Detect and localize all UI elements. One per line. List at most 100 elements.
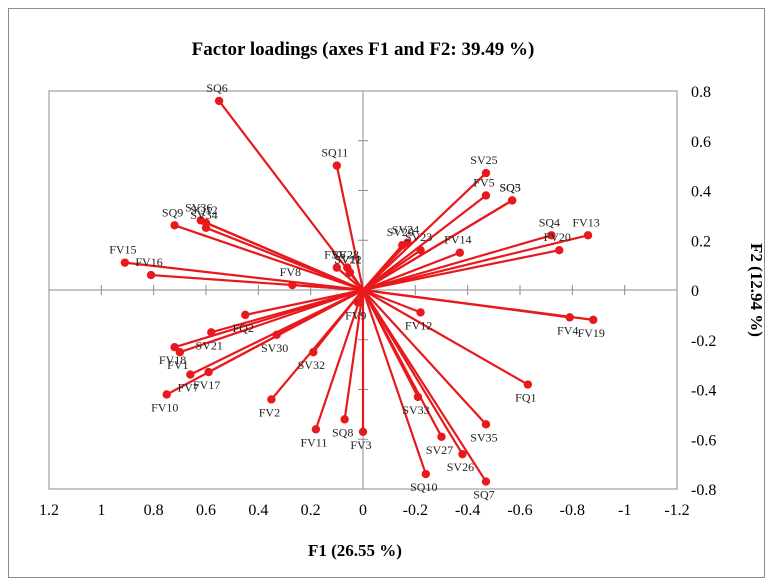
point-label-sv33: SV33 — [402, 403, 429, 417]
loading-vector-fv2 — [270, 289, 364, 401]
x-tick-label: 0.6 — [196, 502, 216, 519]
loading-point-fv10 — [162, 390, 171, 399]
loading-vector-sq11 — [335, 165, 365, 291]
point-label-sv34: SV34 — [190, 208, 217, 222]
loading-point-sq11 — [332, 161, 342, 170]
loading-point-fv5 — [481, 191, 491, 200]
point-label-sq3: SQ3 — [499, 180, 520, 194]
loading-vector-sq9 — [174, 224, 364, 292]
point-label-fv8: FV8 — [280, 265, 301, 279]
loading-vector-fv8 — [292, 283, 364, 292]
x-tick-label: 0.4 — [248, 502, 268, 519]
loading-vector-fv15 — [124, 261, 364, 292]
point-label-sq11: SQ11 — [321, 146, 348, 160]
loading-point-sv30 — [272, 330, 281, 339]
point-label-fv10: FV10 — [151, 400, 178, 414]
x-tick-label: 1 — [97, 502, 105, 519]
chart-frame: Factor loadings (axes F1 and F2: 39.49 %… — [8, 8, 766, 578]
loading-point-fv19 — [589, 315, 598, 325]
loading-point-sv29 — [398, 241, 407, 250]
y-tick-label: 0.4 — [691, 184, 711, 201]
y-axis-title: F2 (12.94 %) — [747, 243, 766, 337]
x-tick-label: -0.2 — [403, 502, 428, 519]
y-tick-label: -0.6 — [691, 432, 716, 449]
loading-vector-fv10 — [166, 289, 364, 396]
point-label-sv29: SV29 — [387, 225, 414, 239]
loading-point-fv13 — [583, 231, 593, 240]
point-label-fv7: FV7 — [178, 381, 199, 395]
point-label-fv12: FV12 — [405, 318, 432, 332]
loading-point-fv20 — [555, 246, 564, 255]
point-label-sv32: SV32 — [298, 358, 325, 372]
point-label-sq5: SQ5 — [499, 180, 520, 194]
loading-vector-fv12 — [362, 288, 421, 314]
loading-vector-fv6 — [336, 266, 364, 291]
point-label-sv28: SV28 — [332, 248, 359, 262]
point-label-sv24: SV24 — [392, 223, 419, 237]
loading-point-sq10 — [421, 469, 430, 479]
point-label-fv2: FV2 — [259, 405, 280, 419]
loading-vector-sv35 — [362, 289, 487, 426]
loading-point-fq1 — [523, 380, 533, 389]
y-tick-label: 0.6 — [691, 134, 711, 151]
point-label-sq9: SQ9 — [162, 205, 183, 219]
point-label-fv20: FV20 — [544, 230, 571, 244]
point-label-fv15: FV15 — [109, 243, 136, 257]
point-label-sv25: SV25 — [470, 153, 497, 167]
point-label-sv27: SV27 — [426, 443, 453, 457]
loading-point-fv2 — [267, 395, 276, 404]
point-label-fv5: FV5 — [473, 175, 494, 189]
loading-point-sv22 — [345, 268, 355, 277]
point-label-fv16: FV16 — [135, 255, 162, 269]
loading-vector-sq10 — [361, 289, 427, 475]
loading-point-sq5 — [507, 196, 517, 205]
loading-point-sq8 — [340, 415, 349, 424]
point-label-sq12: SQ12 — [190, 203, 217, 217]
point-label-sq7: SQ7 — [473, 488, 494, 502]
loading-vector-fv14 — [362, 251, 461, 292]
loading-point-sv25 — [481, 168, 491, 178]
point-label-sq8: SQ8 — [332, 425, 353, 439]
loading-point-sv35 — [481, 420, 491, 429]
loading-vector-fv11 — [314, 289, 365, 430]
loading-vector-fv13 — [362, 234, 589, 292]
loading-vector-sv23 — [362, 249, 422, 291]
loading-point-sv33 — [413, 392, 423, 402]
x-tick-label: 0.8 — [144, 502, 164, 519]
loading-vector-fq1 — [362, 289, 529, 386]
loading-vector-fv5 — [362, 194, 487, 291]
point-label-sv30: SV30 — [261, 341, 288, 355]
loading-vector-sq8 — [343, 289, 365, 420]
point-label-fv9: FV9 — [345, 308, 366, 322]
loading-point-fv11 — [311, 425, 321, 434]
loading-point-fv6 — [332, 263, 342, 272]
x-axis-title: F1 (26.55 %) — [308, 541, 402, 560]
loading-vector-sv25 — [362, 172, 487, 291]
loading-point-fv7 — [186, 370, 195, 379]
loading-vector-fv19 — [362, 288, 594, 321]
loading-vector-sq6 — [218, 100, 364, 291]
point-label-fv14: FV14 — [444, 233, 471, 247]
loading-vector-sq4 — [362, 234, 552, 292]
loading-point-fv16 — [146, 270, 156, 280]
loading-point-fv12 — [416, 308, 425, 317]
loading-point-fv8 — [288, 280, 297, 290]
y-tick-label: 0.2 — [691, 233, 711, 250]
y-tick-label: -0.4 — [691, 383, 716, 400]
loading-point-sv34 — [201, 223, 211, 233]
x-tick-label: 1.2 — [39, 502, 59, 519]
x-tick-label: -0.6 — [507, 502, 532, 519]
loading-point-fq2 — [241, 310, 250, 320]
point-label-sv36: SV36 — [185, 200, 212, 214]
point-label-sv11: SV11 — [334, 253, 361, 267]
point-label-fv1: FV1 — [167, 358, 188, 372]
loading-point-sv23 — [416, 246, 425, 255]
x-tick-label: -1 — [618, 502, 631, 519]
point-label-sv26: SV26 — [447, 460, 474, 474]
loading-point-sv32 — [309, 347, 318, 357]
point-label-fv4: FV4 — [557, 323, 578, 337]
point-label-fv6: FV6 — [324, 248, 345, 262]
loading-vector-fq2 — [245, 288, 364, 316]
y-tick-label: 0 — [691, 283, 699, 300]
point-label-fv11: FV11 — [300, 435, 327, 449]
